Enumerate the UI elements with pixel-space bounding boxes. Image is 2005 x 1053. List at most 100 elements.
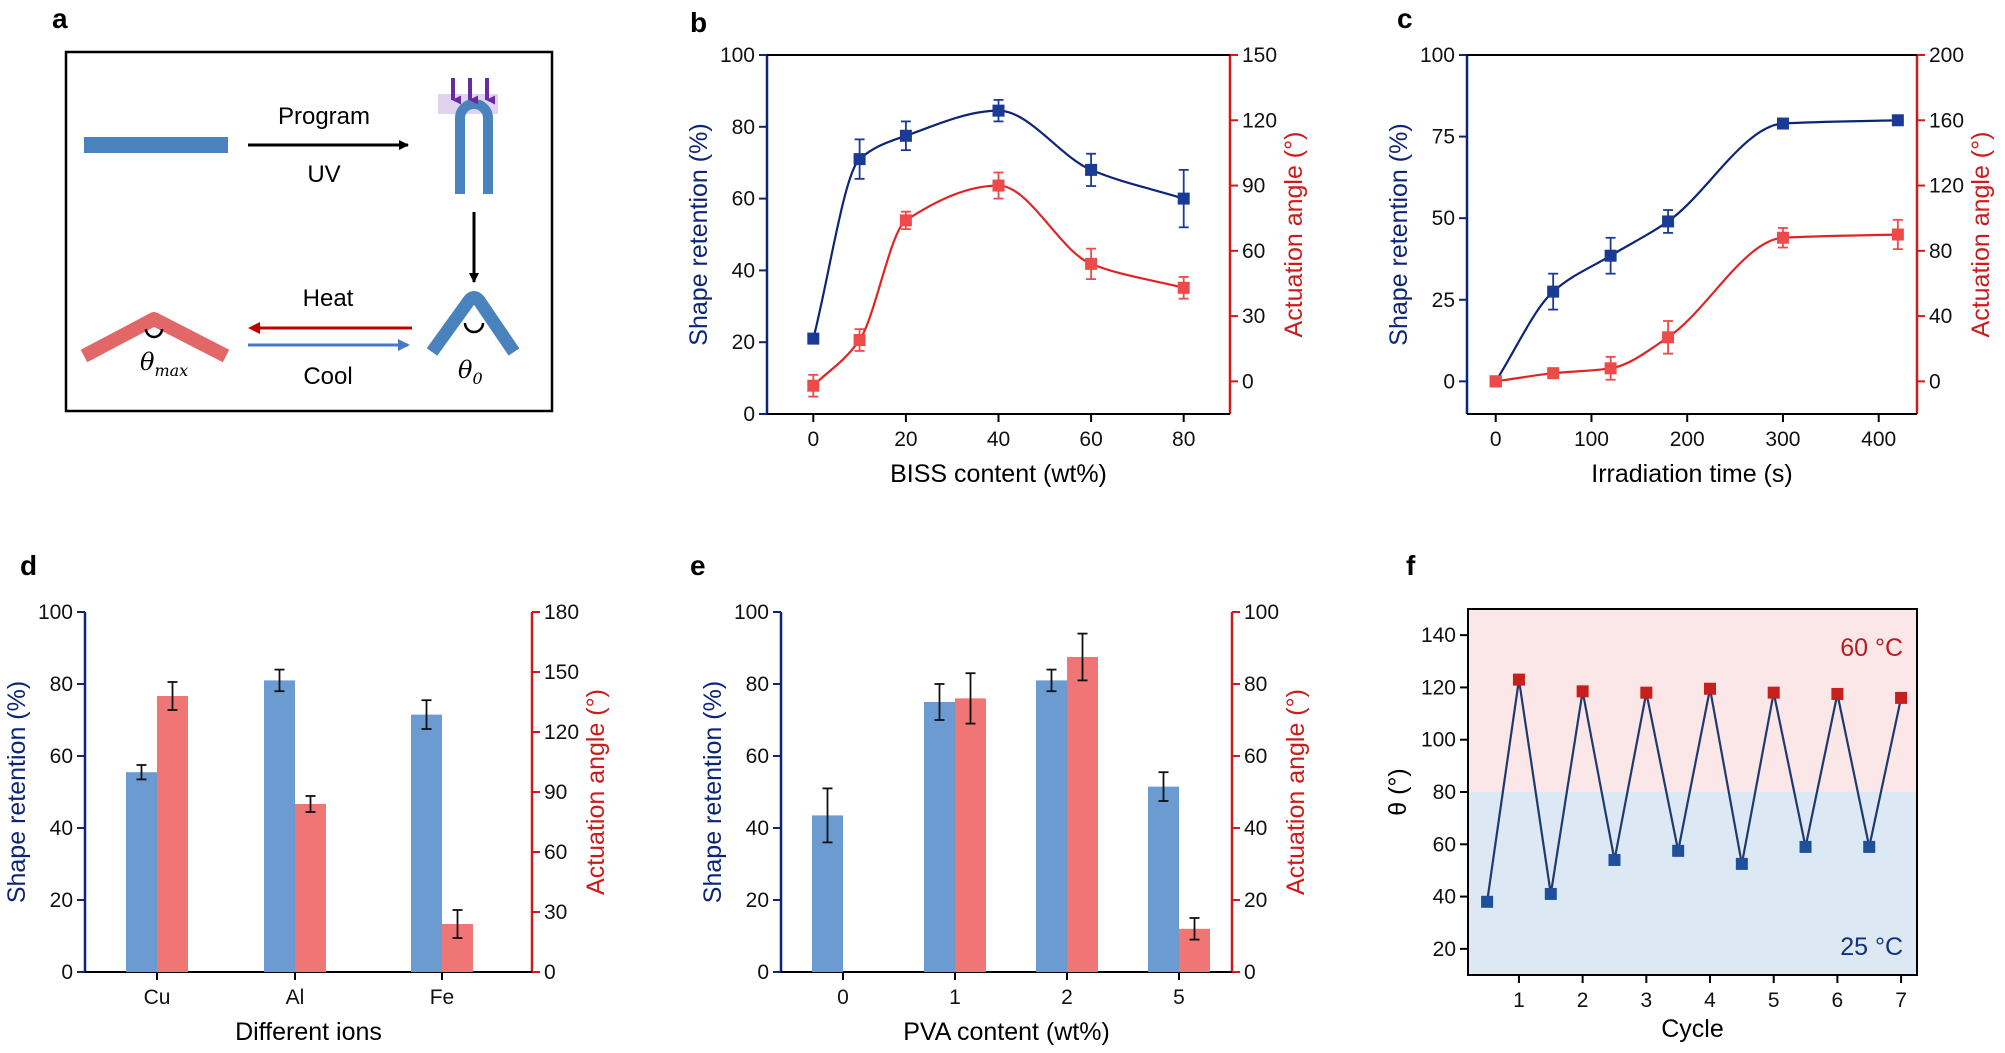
shape-retention-bar (1148, 786, 1179, 972)
right-axis-label: Actuation angle (°) (1967, 132, 1995, 338)
right-tick-label: 0 (544, 961, 556, 984)
bottom-tick-label: 40 (987, 428, 1010, 451)
category-label: 2 (1061, 986, 1073, 1009)
right-axis-label: Actuation angle (°) (1282, 689, 1310, 895)
x-axis-label: Cycle (1661, 1015, 1724, 1043)
bottom-tick-label: 0 (1490, 428, 1502, 451)
actuation-angle-point (1547, 367, 1560, 380)
cold-zone (1468, 792, 1917, 975)
left-tick-label: 100 (38, 601, 73, 624)
left-tick-label: 80 (746, 673, 769, 696)
shape-retention-point (1604, 249, 1617, 262)
cool-label: Cool (303, 363, 352, 390)
panel-label-c: c (1397, 3, 1413, 34)
right-tick-label: 60 (1244, 745, 1267, 768)
hot-cycle-point (1640, 686, 1653, 699)
left-tick-label: 80 (50, 673, 73, 696)
left-tick-label: 60 (50, 745, 73, 768)
category-label: Fe (430, 986, 455, 1009)
right-tick-label: 20 (1244, 889, 1267, 912)
heat-label: Heat (303, 285, 354, 312)
left-tick-label: 100 (1421, 729, 1456, 752)
right-tick-label: 0 (1244, 961, 1256, 984)
theta0-arc (463, 322, 485, 334)
actuation-angle-bar (1067, 657, 1098, 972)
left-tick-label: 40 (1433, 886, 1456, 909)
left-tick-label: 60 (1433, 833, 1456, 856)
thetamax-label: θmax (140, 348, 188, 380)
shape-retention-point (1891, 114, 1904, 127)
category-label: Al (286, 986, 305, 1009)
bottom-tick-label: 400 (1861, 428, 1896, 451)
left-tick-label: 50 (1432, 207, 1455, 230)
hot-cycle-point (1895, 691, 1908, 704)
folded-strip (455, 99, 493, 194)
panel-label-e: e (690, 550, 706, 581)
bottom-tick-label: 300 (1765, 428, 1800, 451)
left-tick-label: 60 (746, 745, 769, 768)
chart-f: 20 40 60 80 100 120 140 1 2 3 4 5 6 7 Cycle θ (°) 60 °C 2… (1384, 608, 1918, 1043)
cold-cycle-point (1735, 857, 1748, 870)
actuation-angle-point (807, 379, 820, 392)
right-tick-label: 160 (1929, 109, 1964, 132)
left-axis-label: Shape retention (%) (685, 123, 713, 345)
shape-retention-curve (812, 109, 1185, 339)
left-tick-label: 80 (732, 116, 755, 139)
hot-zone-label: 60 °C (1840, 634, 1903, 662)
x-axis-label: Irradiation time (s) (1591, 460, 1792, 488)
shape-retention-bar (264, 680, 295, 972)
right-tick-label: 30 (544, 901, 567, 924)
left-tick-label: 0 (757, 961, 769, 984)
left-tick-label: 0 (1443, 370, 1455, 393)
hot-zone (1468, 609, 1917, 792)
category-label: Cu (144, 986, 171, 1009)
right-tick-label: 100 (1244, 601, 1279, 624)
category-label: 0 (837, 986, 849, 1009)
actuation-angle-curve (812, 184, 1184, 387)
left-tick-label: 40 (50, 817, 73, 840)
right-tick-label: 40 (1929, 305, 1952, 328)
panel-label-d: d (20, 550, 37, 581)
shape-retention-point (1547, 285, 1560, 298)
bottom-tick-label: 80 (1172, 428, 1195, 451)
bottom-tick-label: 4 (1704, 989, 1716, 1012)
left-tick-label: 0 (61, 961, 73, 984)
bottom-tick-label: 100 (1574, 428, 1609, 451)
left-tick-label: 120 (1421, 676, 1456, 699)
actuation-angle-point (1776, 231, 1789, 244)
shape-retention-point (899, 129, 912, 142)
left-tick-label: 25 (1432, 289, 1455, 312)
left-tick-label: 60 (732, 188, 755, 211)
cold-cycle-point (1863, 840, 1876, 853)
right-tick-label: 0 (1242, 370, 1254, 393)
left-tick-label: 80 (1433, 781, 1456, 804)
right-tick-label: 60 (1242, 240, 1265, 263)
left-tick-label: 40 (732, 259, 755, 282)
actuation-angle-bar (295, 804, 326, 972)
schematic-frame (64, 50, 554, 413)
shape-retention-point (1085, 163, 1098, 176)
shape-retention-point (992, 104, 1005, 117)
schematic-panel-a: Program UV θ0 Heat Cool θmax (64, 50, 554, 413)
right-tick-label: 80 (1244, 673, 1267, 696)
hot-cycle-point (1704, 682, 1717, 695)
right-tick-label: 90 (544, 781, 567, 804)
bottom-tick-label: 60 (1079, 428, 1102, 451)
bottom-tick-label: 20 (894, 428, 917, 451)
right-axis-label: Actuation angle (°) (582, 689, 610, 895)
bottom-tick-label: 5 (1768, 989, 1780, 1012)
actuation-angle-point (992, 179, 1005, 192)
left-tick-label: 40 (746, 817, 769, 840)
right-tick-label: 40 (1244, 817, 1267, 840)
x-axis-label: BISS content (wt%) (890, 460, 1107, 488)
bottom-tick-label: 3 (1640, 989, 1652, 1012)
flat-v-strip (80, 312, 230, 363)
left-axis-label: Shape retention (%) (3, 681, 31, 903)
right-tick-label: 150 (1242, 44, 1277, 67)
hot-cycle-point (1831, 687, 1844, 700)
left-tick-label: 20 (732, 331, 755, 354)
theta-line (1486, 679, 1903, 902)
right-tick-label: 120 (1929, 175, 1964, 198)
actuation-angle-point (853, 334, 866, 347)
left-tick-label: 20 (1433, 938, 1456, 961)
